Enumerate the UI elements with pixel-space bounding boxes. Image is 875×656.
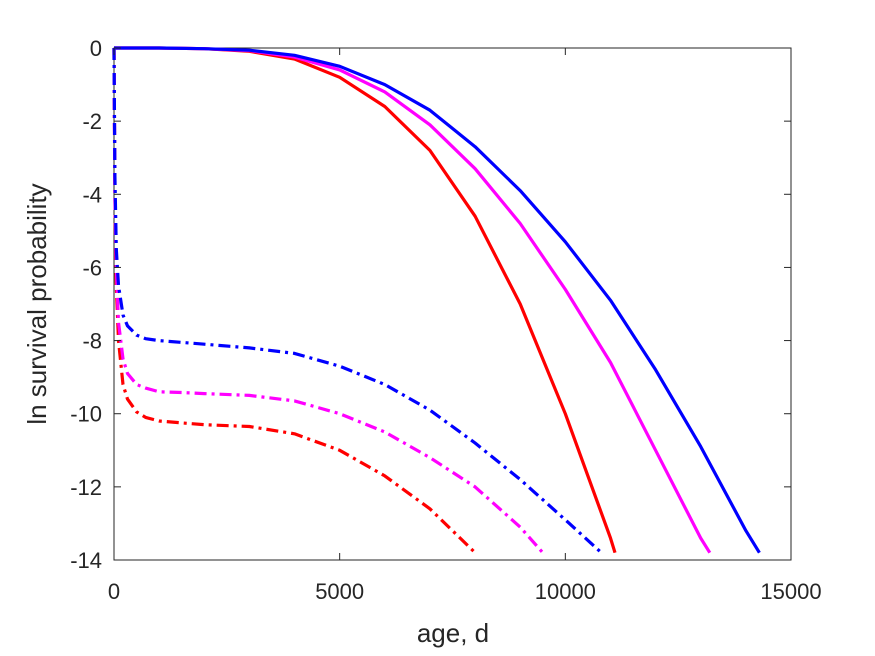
y-tick-label: -6 bbox=[82, 255, 102, 280]
y-tick-label: -2 bbox=[82, 109, 102, 134]
x-tick-label: 15000 bbox=[760, 579, 821, 604]
x-tick-label: 0 bbox=[108, 579, 120, 604]
series-line-6 bbox=[112, 47, 603, 554]
y-tick-label: -14 bbox=[70, 548, 102, 573]
y-tick-label: 0 bbox=[90, 36, 102, 61]
x-tick-label: 5000 bbox=[315, 579, 364, 604]
y-tick-label: -10 bbox=[70, 402, 102, 427]
plot-area bbox=[113, 47, 792, 561]
series-layer bbox=[112, 46, 761, 554]
x-axis-label: age, d bbox=[417, 618, 489, 648]
y-tick-label: -12 bbox=[70, 475, 102, 500]
y-axis-label: ln survival probability bbox=[22, 183, 52, 424]
plot-frame bbox=[113, 47, 792, 561]
series-line-3 bbox=[114, 46, 761, 554]
y-tick-label: -4 bbox=[82, 182, 102, 207]
y-tick-label: -8 bbox=[82, 329, 102, 354]
x-tick-label: 10000 bbox=[535, 579, 596, 604]
ticks-layer: 0 5000 10000 15000 0 -2 -4 -6 -8 -10 -12 -14 bbox=[70, 36, 821, 604]
